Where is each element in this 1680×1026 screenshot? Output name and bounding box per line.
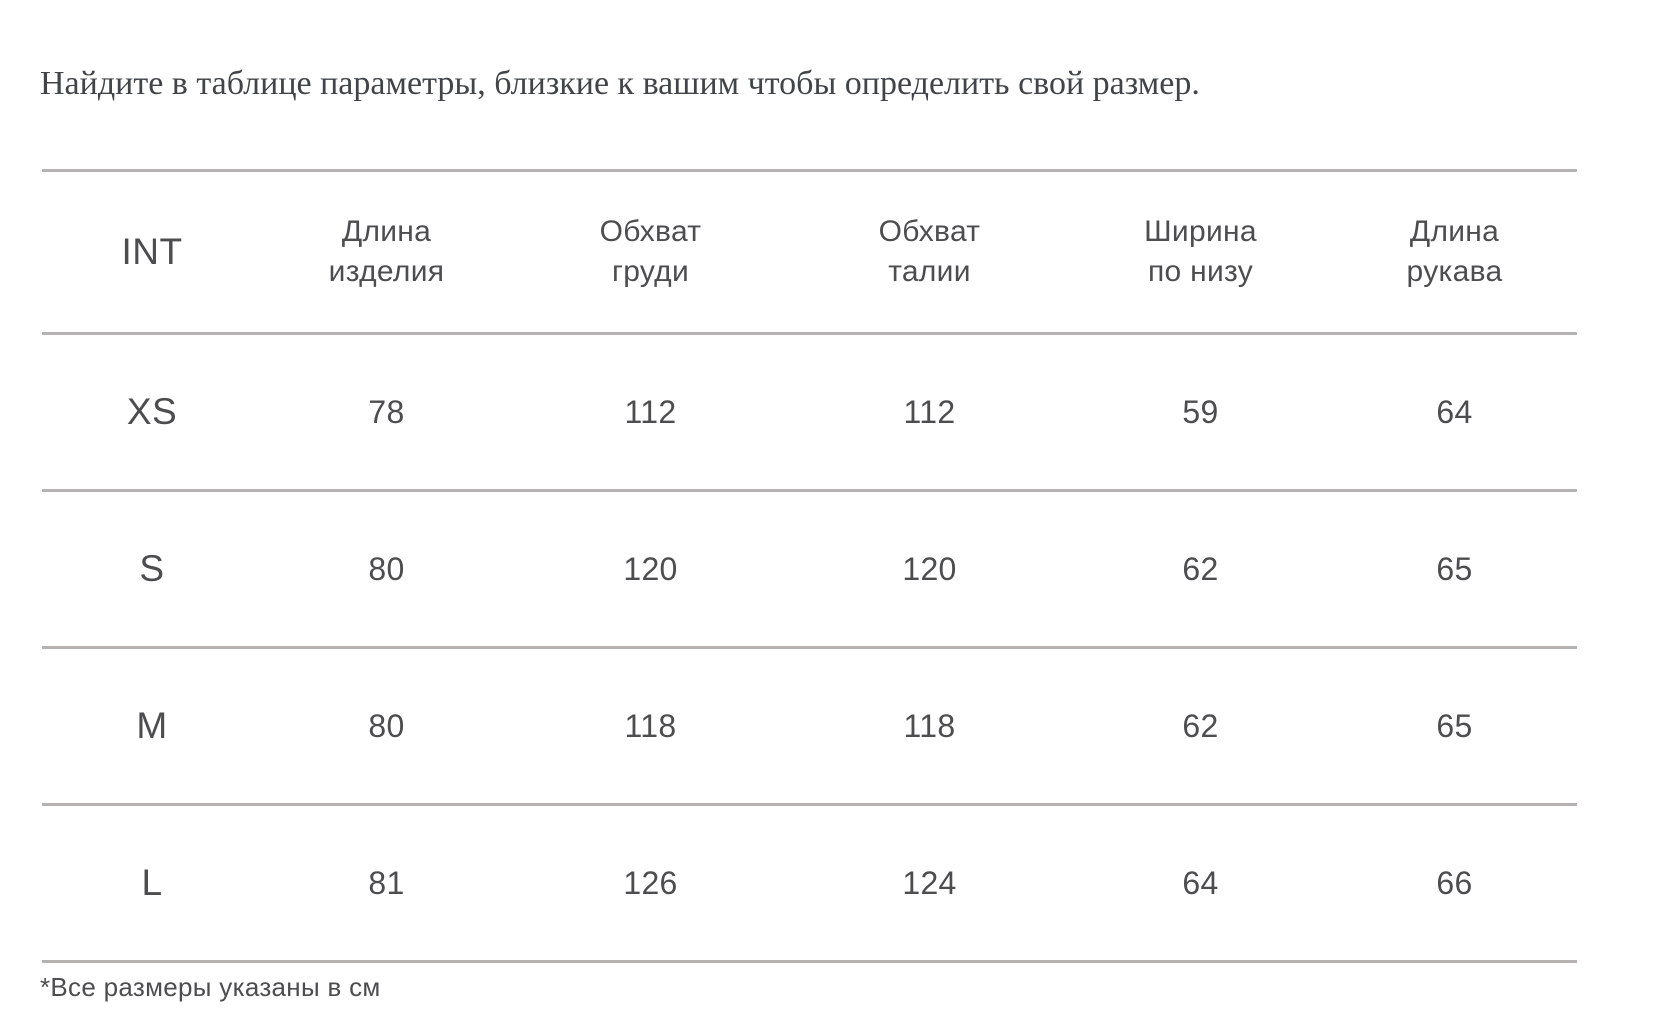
table-cell: 62: [1182, 550, 1219, 587]
table-cell: 64: [1182, 864, 1219, 901]
table-cell: 59: [1182, 393, 1219, 430]
column-header-bottom-width: Ширина по низу: [1144, 215, 1257, 288]
table-cell: 112: [624, 393, 677, 430]
column-header-waist: Обхват талии: [878, 215, 981, 288]
table-cell: 65: [1436, 707, 1473, 744]
table-cell: 64: [1436, 393, 1473, 430]
table-cell: 66: [1436, 864, 1473, 901]
table-cell: 120: [623, 550, 678, 587]
table-cell: 118: [903, 707, 956, 744]
page-title: Найдите в таблице параметры, близкие к в…: [40, 65, 1200, 102]
size-label: M: [136, 704, 168, 746]
column-header-chest: Обхват груди: [599, 215, 702, 288]
table-cell: 80: [368, 707, 405, 744]
table-row-xs: XS 78 112 112 59 64: [42, 335, 1577, 492]
table-cell: 65: [1436, 550, 1473, 587]
table-cell: 81: [368, 864, 405, 901]
size-label: L: [141, 861, 163, 903]
column-header-int: INT: [121, 230, 183, 272]
size-chart-table: INT Длина изделия Обхват груди Обхват та…: [42, 169, 1577, 963]
table-cell: 80: [368, 550, 405, 587]
table-cell: 124: [902, 864, 957, 901]
units-footnote: *Все размеры указаны в см: [40, 972, 381, 1002]
column-header-item-length: Длина изделия: [328, 215, 445, 288]
table-cell: 78: [368, 393, 405, 430]
table-row-s: S 80 120 120 62 65: [42, 492, 1577, 649]
table-header-row: INT Длина изделия Обхват груди Обхват та…: [42, 172, 1577, 335]
table-row-m: M 80 118 118 62 65: [42, 649, 1577, 806]
size-label: S: [139, 547, 165, 589]
size-label: XS: [126, 390, 178, 432]
table-cell: 112: [903, 393, 956, 430]
table-cell: 120: [902, 550, 957, 587]
table-cell: 118: [624, 707, 677, 744]
column-header-sleeve: Длина рукава: [1406, 215, 1503, 288]
table-cell: 62: [1182, 707, 1219, 744]
table-row-l: L 81 126 124 64 66: [42, 806, 1577, 963]
table-cell: 126: [623, 864, 678, 901]
